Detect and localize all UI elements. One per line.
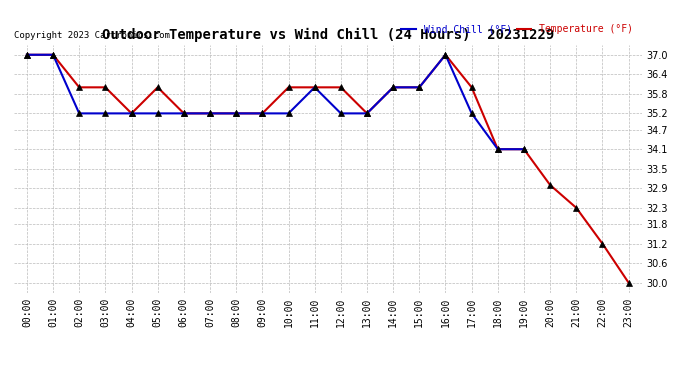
Legend: Wind Chill (°F), Temperature (°F): Wind Chill (°F), Temperature (°F) (397, 20, 637, 38)
Text: Copyright 2023 Cartronics.com: Copyright 2023 Cartronics.com (14, 31, 170, 40)
Title: Outdoor Temperature vs Wind Chill (24 Hours)  20231229: Outdoor Temperature vs Wind Chill (24 Ho… (101, 28, 554, 42)
